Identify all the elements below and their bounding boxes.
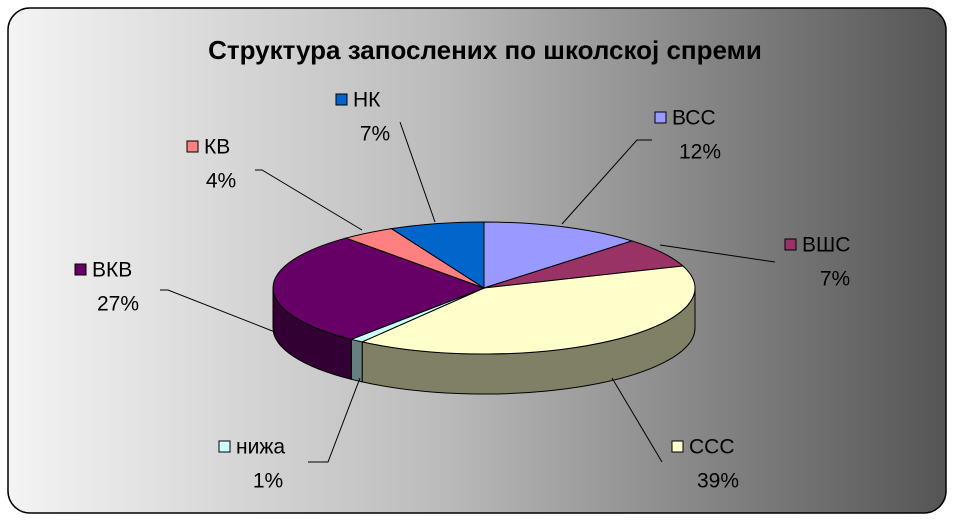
legend-key xyxy=(335,93,348,106)
value-label: 1% xyxy=(253,470,283,493)
category-label: ВСС xyxy=(672,107,716,130)
legend-key xyxy=(654,111,667,124)
value-label: 4% xyxy=(206,170,236,193)
legend-key xyxy=(186,140,199,153)
legend-key xyxy=(74,263,87,276)
value-label: 7% xyxy=(820,268,850,291)
leader-line xyxy=(399,121,436,223)
pie xyxy=(272,221,696,395)
category-label: КВ xyxy=(204,136,230,159)
leader-line xyxy=(659,244,776,263)
slice xyxy=(390,221,485,289)
leader-line xyxy=(160,289,276,333)
slice xyxy=(360,265,696,355)
chart-title: Структура запослених по школској спреми xyxy=(208,35,762,65)
value-label: 7% xyxy=(360,123,390,146)
slice-side xyxy=(350,338,363,383)
leader-line xyxy=(611,377,663,463)
leader-line xyxy=(255,169,363,231)
legend-key xyxy=(671,440,684,453)
leader-line xyxy=(561,139,652,225)
legend-key xyxy=(218,440,231,453)
value-label: 39% xyxy=(697,470,739,493)
category-label: НК xyxy=(353,89,381,112)
slice xyxy=(483,221,634,289)
category-label: ВКВ xyxy=(92,259,132,282)
category-label: ВШС xyxy=(802,234,850,257)
category-label: нижа xyxy=(236,436,285,459)
value-label: 27% xyxy=(97,293,139,316)
legend-key xyxy=(784,238,797,251)
leader-line xyxy=(308,377,361,463)
value-label: 12% xyxy=(679,141,721,164)
slice xyxy=(272,237,486,340)
category-label: ССС xyxy=(689,436,735,459)
labels: ВСС 12% ВШС 7% ССС 39% нижа 1% ВКВ 27% КВ 4% НК 7% xyxy=(74,89,850,493)
